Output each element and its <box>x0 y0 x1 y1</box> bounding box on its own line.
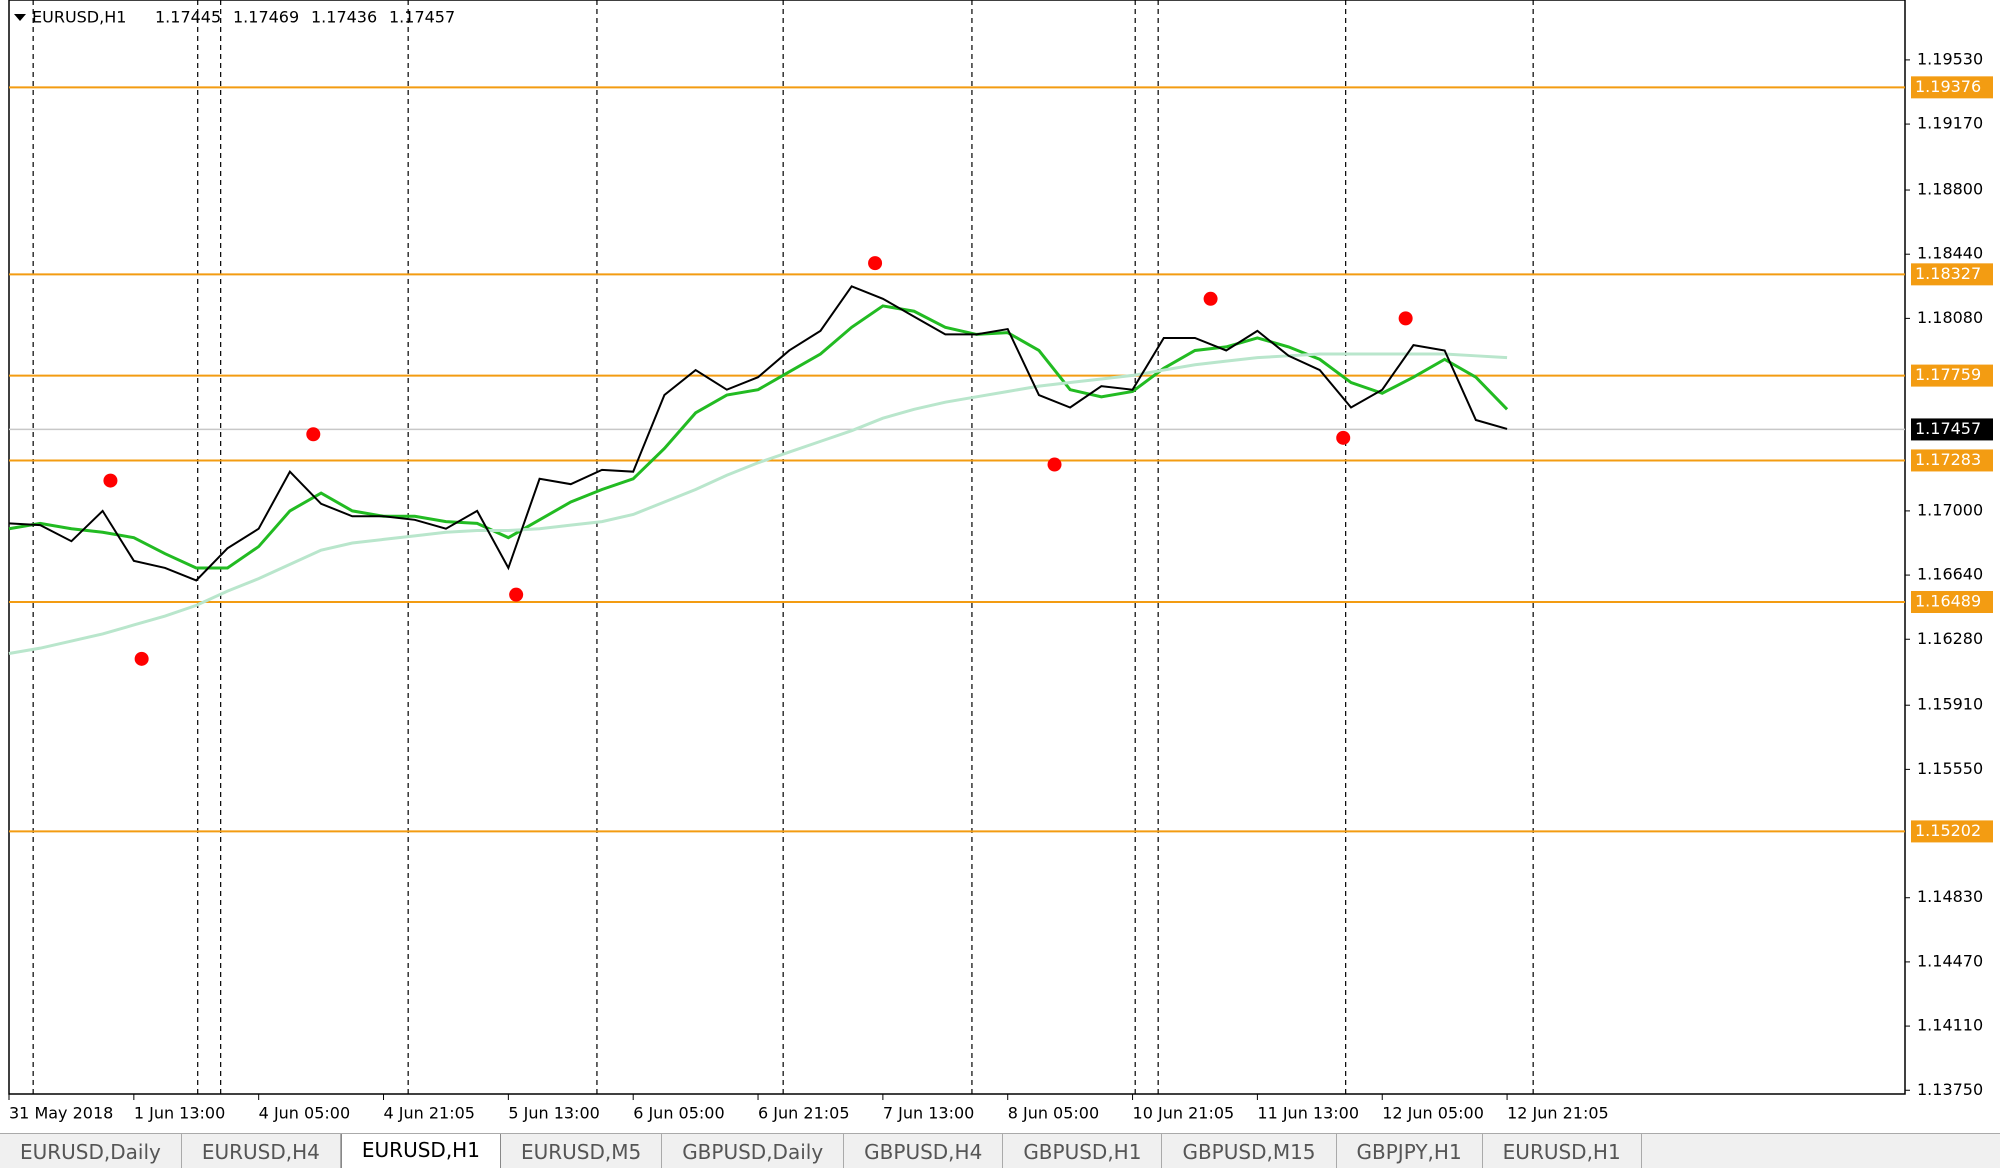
y-tick-label: 1.16280 <box>1917 629 1983 648</box>
y-tick-label: 1.14830 <box>1917 887 1983 906</box>
level-badge <box>1911 449 1993 472</box>
level-label: 1.16489 <box>1915 591 1981 610</box>
ohlc-value: 1.17469 <box>233 8 299 27</box>
level-badge <box>1911 263 1993 286</box>
chart-tab[interactable]: EURUSD,H1 <box>1483 1134 1642 1168</box>
fractal-point <box>1336 430 1351 445</box>
chart-tab[interactable]: EURUSD,H4 <box>182 1134 341 1168</box>
chart-tab[interactable]: EURUSD,Daily <box>0 1134 182 1168</box>
level-badge <box>1911 820 1993 843</box>
moving-average <box>8 352 1508 655</box>
ohlc-value: 1.17436 <box>311 8 377 27</box>
x-tick-label: 7 Jun 13:00 <box>883 1104 974 1123</box>
y-tick-label: 1.15910 <box>1917 695 1983 714</box>
fractal-point <box>134 651 149 666</box>
current-price-label: 1.17457 <box>1915 419 1981 438</box>
x-tick-label: 5 Jun 13:00 <box>508 1104 599 1123</box>
chart-tab[interactable]: GBPUSD,H4 <box>844 1134 1004 1168</box>
y-tick-label: 1.18440 <box>1917 244 1983 263</box>
y-tick-label: 1.16640 <box>1917 565 1983 584</box>
level-badge <box>1911 364 1993 387</box>
chart-tab[interactable]: GBPJPY,H1 <box>1337 1134 1483 1168</box>
fractal-point <box>103 473 118 488</box>
fractal-point <box>1398 311 1413 326</box>
fractal-point <box>1047 457 1062 472</box>
level-label: 1.17283 <box>1915 450 1981 469</box>
level-badge <box>1911 76 1993 99</box>
x-tick-label: 1 Jun 13:00 <box>134 1104 225 1123</box>
moving-average <box>8 304 1509 570</box>
x-tick-label: 10 Jun 21:05 <box>1133 1104 1235 1123</box>
ohlc-value: 1.17457 <box>389 8 455 27</box>
current-badge <box>1911 418 1993 441</box>
menu-arrow <box>14 14 26 21</box>
tab-bar: EURUSD,Daily EURUSD,H4 EURUSD,H1 EURUSD,M5 G… <box>0 1133 2000 1168</box>
chart: EURUSD,H1 1.17445 1.17469 1.17436 1.17457 1.… <box>8 0 1993 1123</box>
chart-tab[interactable]: GBPUSD,H1 <box>1003 1134 1163 1168</box>
y-tick-label: 1.14470 <box>1917 951 1983 970</box>
y-tick-label: 1.15550 <box>1917 759 1983 778</box>
y-tick-label: 1.19170 <box>1917 114 1983 133</box>
x-tick-label: 12 Jun 21:05 <box>1507 1104 1609 1123</box>
x-tick-label: 6 Jun 05:00 <box>633 1104 724 1123</box>
chart-tab[interactable]: EURUSD,H1 <box>340 1134 501 1168</box>
x-tick-label: 12 Jun 05:00 <box>1382 1104 1484 1123</box>
x-tick-label: 11 Jun 13:00 <box>1257 1104 1359 1123</box>
chart-tab[interactable]: GBPUSD,M15 <box>1162 1134 1337 1168</box>
x-tick-label: 4 Jun 05:00 <box>259 1104 350 1123</box>
ohlc-value: 1.17445 <box>155 8 221 27</box>
chart-header: EURUSD,H1 <box>14 8 126 27</box>
level-label: 1.17759 <box>1915 365 1981 384</box>
x-tick-label: 8 Jun 05:00 <box>1008 1104 1099 1123</box>
x-tick-label: 4 Jun 21:05 <box>384 1104 475 1123</box>
x-tick-label: 31 May 2018 <box>9 1104 113 1123</box>
x-tick-label: 6 Jun 21:05 <box>758 1104 849 1123</box>
fractal-point <box>509 587 524 602</box>
y-tick-label: 1.13750 <box>1917 1080 1983 1099</box>
y-tick-label: 1.19530 <box>1917 49 1983 68</box>
symbol: EURUSD,H1 <box>32 8 126 27</box>
plot-frame <box>8 0 1906 1095</box>
chart-tab[interactable]: GBPUSD,Daily <box>662 1134 845 1168</box>
y-tick-label: 1.14110 <box>1917 1016 1983 1035</box>
fractal-point <box>1203 291 1218 306</box>
fractal-point <box>306 427 321 442</box>
level-badge <box>1911 590 1993 613</box>
level-label: 1.18327 <box>1915 264 1981 283</box>
price-line <box>8 285 1508 582</box>
chart-tab[interactable]: EURUSD,M5 <box>501 1134 663 1168</box>
y-tick-label: 1.18800 <box>1917 180 1983 199</box>
y-tick-label: 1.17000 <box>1917 500 1983 519</box>
level-label: 1.15202 <box>1915 821 1981 840</box>
y-tick-label: 1.18080 <box>1917 308 1983 327</box>
level-label: 1.19376 <box>1915 77 1981 96</box>
fractal-point <box>868 256 883 271</box>
